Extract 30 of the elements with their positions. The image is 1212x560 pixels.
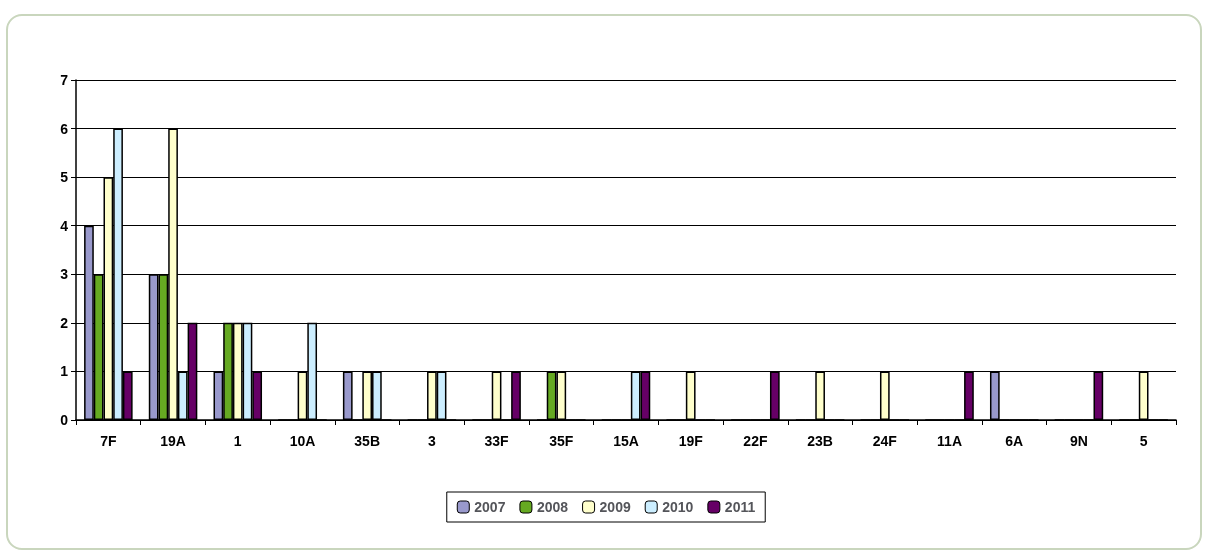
legend-label: 2007 (474, 499, 506, 515)
y-tick-label: 2 (60, 314, 69, 331)
y-tick-label: 4 (60, 217, 69, 234)
x-tick-label: 22F (743, 433, 768, 449)
y-tick-label: 0 (60, 412, 69, 428)
x-tick-label: 10A (289, 433, 316, 449)
y-tick-label: 5 (60, 169, 69, 186)
x-tick-label: 19A (160, 433, 186, 449)
x-tick-label: 3 (427, 433, 436, 449)
legend-label: 2008 (536, 499, 569, 515)
x-tick-label: 35B (354, 433, 381, 449)
x-tick-label: 33F (484, 433, 510, 449)
x-tick-label: 6A (1005, 433, 1024, 449)
x-tick-label: 19F (678, 433, 704, 449)
y-tick-label: 1 (60, 363, 69, 380)
y-tick-label: 3 (60, 266, 69, 283)
legend-label: 2009 (599, 499, 631, 515)
x-tick-label: 15A (613, 433, 639, 449)
x-tick-label: 23B (807, 433, 833, 449)
legend-label: 2010 (662, 499, 694, 515)
x-tick-label: 11A (937, 433, 962, 449)
x-tick-label: 9N (1069, 433, 1088, 449)
y-tick-label: 7 (60, 72, 69, 88)
x-tick-label: 24F (872, 433, 898, 449)
x-tick-label: 5 (1139, 433, 1148, 449)
y-tick-label: 6 (60, 120, 69, 137)
x-tick-label: 7F (100, 433, 117, 449)
x-tick-label: 1 (233, 433, 242, 449)
legend-label: 2011 (724, 499, 756, 515)
x-tick-label: 35F (549, 433, 574, 449)
